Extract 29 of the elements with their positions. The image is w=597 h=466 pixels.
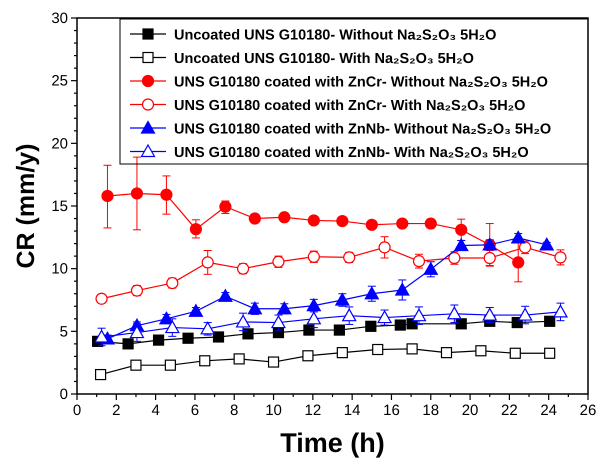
y-tick-label: 10 [51, 260, 68, 278]
x-tick-label: 22 [501, 402, 518, 419]
x-tick-label: 8 [230, 402, 238, 419]
legend-label: UNS G10180 coated with ZnCr- Without Na₂S₂O₃ 5H₂O [174, 74, 548, 90]
x-tick-label: 20 [462, 402, 478, 419]
y-tick-label: 25 [51, 72, 68, 90]
y-tick-label: 5 [60, 323, 68, 340]
x-tick-label: 4 [151, 402, 160, 419]
x-tick-label: 2 [112, 402, 120, 419]
x-tick-label: 0 [72, 402, 82, 419]
x-tick-label: 18 [422, 402, 440, 419]
y-tick-label: 0 [60, 386, 68, 403]
x-tick-label: 24 [540, 402, 558, 419]
x-tick-label: 26 [580, 402, 596, 419]
legend-label: Uncoated UNS G10180- Without Na₂S₂O₃ 5H₂O [174, 28, 496, 44]
legend-label: Uncoated UNS G10180- With Na₂S₂O₃ 5H₂O [174, 51, 474, 67]
x-axis-title: Time (h) [280, 428, 385, 458]
y-axis-title: CR (mm/y) [12, 143, 40, 269]
y-tick-label: 15 [51, 198, 68, 215]
legend-label: UNS G10180 coated with ZnCr- With Na₂S₂O₃ 5H₂O [174, 98, 526, 114]
x-tick-label: 10 [265, 402, 282, 419]
x-tick-label: 16 [383, 402, 400, 419]
legend-label: UNS G10180 coated with ZnNb- Without Na₂S₂O₃ 5H₂O [174, 122, 552, 138]
y-tick-label: 20 [51, 135, 68, 152]
x-tick-label: 14 [344, 402, 360, 419]
legend-label: UNS G10180 coated with ZnNb- With Na₂S₂O₃ 5H₂O [174, 145, 529, 161]
y-tick-label: 30 [51, 10, 68, 27]
x-tick-label: 6 [190, 402, 200, 419]
x-tick-label: 12 [304, 402, 322, 419]
